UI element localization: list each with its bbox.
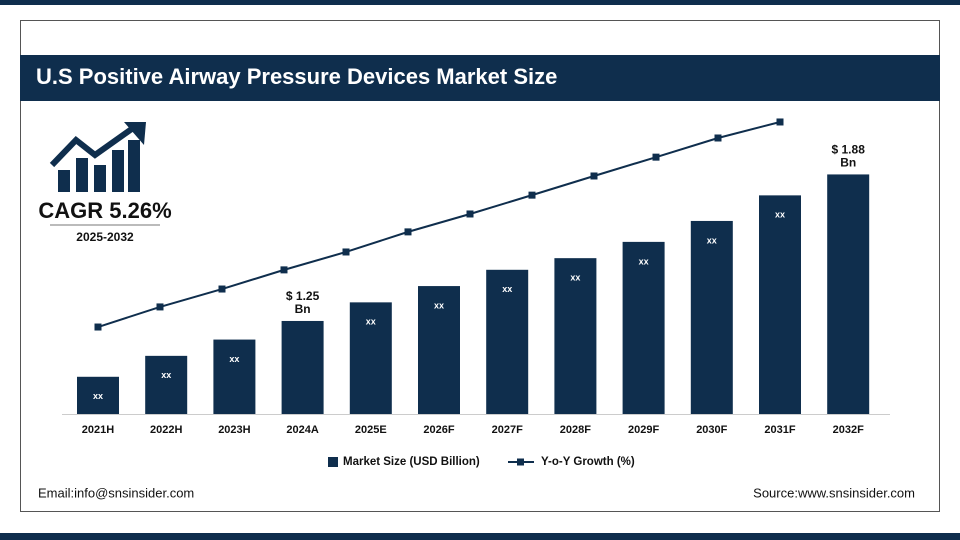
bar bbox=[77, 376, 119, 414]
bottom-band bbox=[0, 533, 960, 540]
growth-line bbox=[97, 121, 781, 328]
growth-marker bbox=[652, 153, 660, 161]
top-band bbox=[0, 0, 960, 5]
x-tick-label: 2030F bbox=[696, 424, 727, 436]
value-label: xx bbox=[161, 370, 171, 380]
bar bbox=[554, 258, 597, 414]
growth-marker bbox=[776, 118, 784, 126]
bar bbox=[759, 195, 801, 414]
bar bbox=[349, 302, 392, 414]
value-label: xx bbox=[502, 284, 512, 294]
value-label: xx bbox=[775, 210, 785, 220]
bar bbox=[486, 269, 529, 414]
x-tick-label: 2031F bbox=[764, 424, 795, 436]
value-label: xx bbox=[434, 300, 444, 310]
value-label: xx bbox=[639, 256, 649, 266]
x-tick-label: 2032F bbox=[833, 424, 864, 436]
x-tick-label: 2023H bbox=[218, 424, 250, 436]
growth-marker bbox=[94, 323, 102, 331]
value-label: xx bbox=[366, 317, 376, 327]
legend-label: Y-o-Y Growth (%) bbox=[541, 456, 635, 468]
growth-marker bbox=[466, 210, 474, 218]
bar bbox=[418, 286, 460, 414]
x-tick-label: 2028F bbox=[560, 424, 591, 436]
x-tick-label: 2025E bbox=[355, 424, 387, 436]
bar bbox=[622, 241, 665, 414]
x-tick-label: 2024A bbox=[286, 424, 318, 436]
growth-marker bbox=[404, 228, 412, 236]
growth-marker bbox=[218, 285, 226, 293]
value-label: $ 1.88 Bn bbox=[832, 143, 866, 170]
x-tick-label: 2022H bbox=[150, 424, 182, 436]
growth-marker bbox=[590, 172, 598, 180]
x-tick-label: 2021H bbox=[82, 424, 114, 436]
value-label: xx bbox=[93, 391, 103, 401]
value-label: xx bbox=[570, 273, 580, 283]
bar bbox=[827, 174, 870, 414]
legend-label: Market Size (USD Billion) bbox=[343, 456, 480, 468]
cagr-period: 2025-2032 bbox=[76, 230, 134, 244]
value-label: xx bbox=[707, 235, 717, 245]
growth-marker bbox=[156, 303, 164, 311]
legend-swatch bbox=[328, 457, 338, 467]
footer-source: Source:www.snsinsider.com bbox=[753, 485, 915, 500]
growth-marker bbox=[528, 191, 536, 199]
legend-marker bbox=[517, 458, 524, 466]
x-tick-label: 2027F bbox=[492, 424, 523, 436]
growth-icon bbox=[49, 122, 146, 192]
value-label: xx bbox=[229, 354, 239, 364]
x-tick-label: 2029F bbox=[628, 424, 659, 436]
title-bar bbox=[20, 55, 940, 101]
title: U.S Positive Airway Pressure Devices Mar… bbox=[36, 64, 557, 89]
bar bbox=[690, 220, 733, 414]
footer-email: Email:info@snsinsider.com bbox=[38, 485, 194, 500]
growth-marker bbox=[714, 134, 722, 142]
x-tick-label: 2026F bbox=[423, 424, 454, 436]
cagr-label: CAGR 5.26% bbox=[38, 198, 171, 223]
bar bbox=[213, 339, 256, 414]
growth-marker bbox=[342, 248, 350, 256]
value-label: $ 1.25 Bn bbox=[286, 289, 320, 316]
growth-marker bbox=[280, 266, 288, 274]
bar bbox=[145, 355, 188, 414]
bar bbox=[281, 320, 324, 414]
